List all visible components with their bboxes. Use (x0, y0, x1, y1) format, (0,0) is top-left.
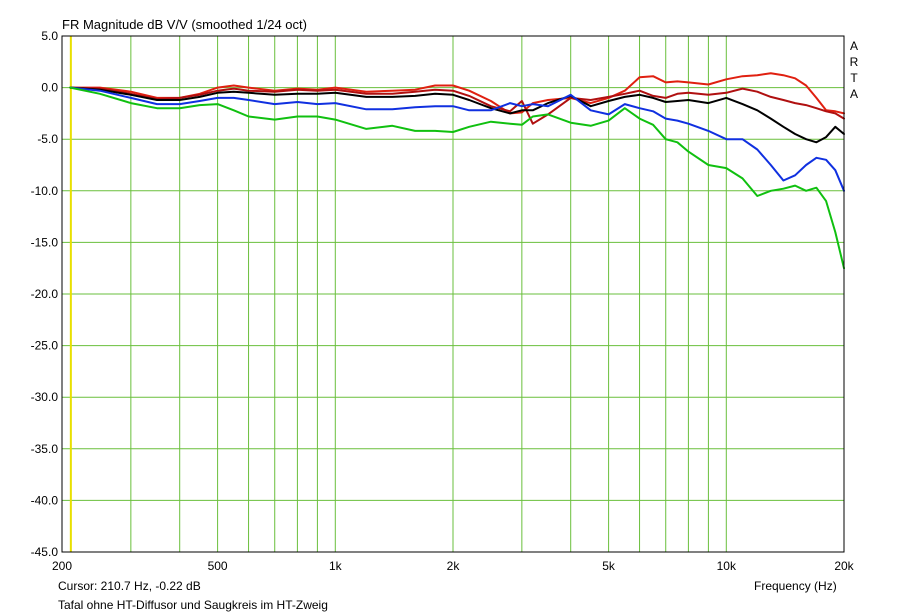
plot-frame (61, 35, 845, 553)
arta-letter: T (850, 71, 858, 85)
y-tick-label: -25.0 (31, 339, 59, 353)
y-tick-label: -15.0 (31, 235, 59, 249)
cursor-readout: Cursor: 210.7 Hz, -0.22 dB (58, 579, 201, 593)
series-line (69, 86, 845, 270)
series-line (69, 86, 845, 192)
x-axis-tick-labels: 200 500 1k 2k 5k 10k 20k (52, 559, 855, 573)
y-tick-label: -20.0 (31, 287, 59, 301)
chart-title: FR Magnitude dB V/V (smoothed 1/24 oct) (62, 17, 307, 32)
x-tick-label: 500 (208, 559, 228, 573)
grid (61, 35, 845, 553)
series-line (69, 86, 845, 125)
y-tick-label: -30.0 (31, 390, 59, 404)
y-tick-label: -40.0 (31, 493, 59, 507)
y-tick-label: 0.0 (41, 81, 58, 95)
y-tick-label: -10.0 (31, 184, 59, 198)
y-axis-tick-labels: 5.0 0.0 -5.0 -10.0 -15.0 -20.0 -25.0 -30.0 -35.0… (31, 29, 59, 559)
x-tick-label: 10k (717, 559, 737, 573)
x-tick-label: 5k (602, 559, 616, 573)
arta-side-label: A R T A (848, 38, 860, 102)
x-tick-label: 1k (329, 559, 343, 573)
caption: Tafal ohne HT-Diffusor und Saugkreis im … (58, 598, 328, 612)
y-tick-label: 5.0 (41, 29, 58, 43)
x-tick-label: 2k (447, 559, 461, 573)
x-axis-label: Frequency (Hz) (754, 579, 837, 593)
series-line (69, 86, 845, 144)
series-group (69, 72, 845, 270)
arta-letter: A (849, 39, 858, 53)
arta-letter: R (849, 55, 859, 69)
x-tick-label: 20k (834, 559, 854, 573)
y-tick-label: -35.0 (31, 442, 59, 456)
arta-letter: A (849, 87, 858, 101)
y-tick-label: -45.0 (31, 545, 59, 559)
x-tick-label: 200 (52, 559, 72, 573)
y-tick-label: -5.0 (37, 132, 58, 146)
